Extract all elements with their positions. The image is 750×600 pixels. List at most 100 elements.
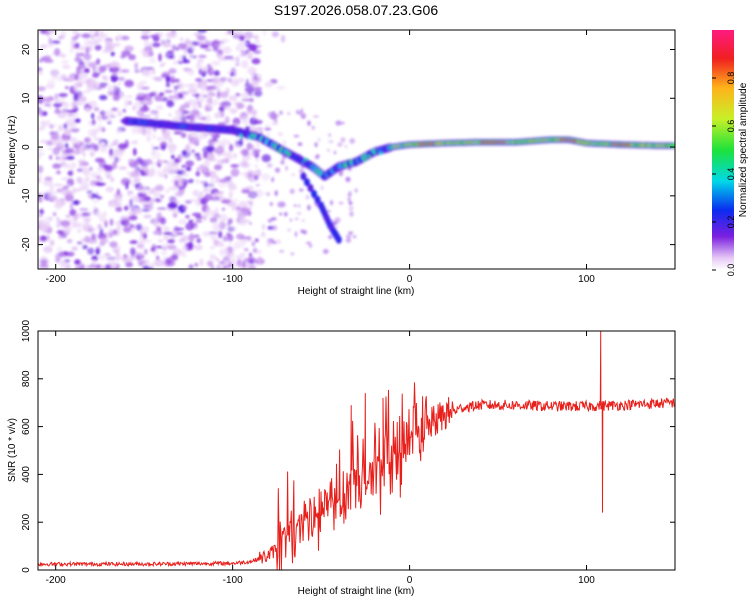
heatmap-cell xyxy=(141,260,147,264)
heatmap-cell xyxy=(38,86,46,92)
heatmap-cell xyxy=(155,245,163,249)
heatmap-cell xyxy=(233,198,238,203)
heatmap-cell xyxy=(91,199,100,203)
heatmap-cell xyxy=(94,264,102,269)
heatmap-cell xyxy=(43,245,53,254)
heatmap-cell xyxy=(293,204,297,207)
heatmap-cell xyxy=(52,163,62,169)
heatmap-cell xyxy=(48,123,58,127)
heatmap-cell xyxy=(241,116,248,125)
heatmap-cell xyxy=(60,138,69,142)
heatmap-cell xyxy=(51,211,57,216)
heatmap-cell xyxy=(109,218,114,226)
heatmap-cell xyxy=(162,135,172,141)
heatmap-cell xyxy=(135,175,141,184)
heatmap-cell xyxy=(75,99,86,106)
heatmap-cell xyxy=(113,93,121,101)
heatmap-cell xyxy=(112,154,118,158)
heatmap-cell xyxy=(131,195,137,201)
heatmap-cell xyxy=(39,235,48,242)
heatmap-cell xyxy=(206,103,213,110)
heatmap-cell xyxy=(110,61,120,69)
heatmap-cell xyxy=(232,72,237,77)
heatmap-cell xyxy=(183,84,193,87)
heatmap-cell xyxy=(49,155,53,160)
heatmap-cell xyxy=(64,194,74,202)
heatmap-cell xyxy=(181,150,191,158)
heatmap-cell xyxy=(172,210,181,214)
heatmap-cell xyxy=(260,130,263,134)
heatmap-cell xyxy=(152,68,156,75)
heatmap-cell xyxy=(190,132,199,138)
heatmap-cell xyxy=(163,226,170,234)
heatmap-cell xyxy=(114,220,121,226)
heatmap-cell xyxy=(73,143,78,149)
heatmap-cell xyxy=(348,231,354,235)
heatmap-cell xyxy=(104,253,111,256)
heatmap-cell xyxy=(153,230,162,235)
heatmap-cell xyxy=(279,110,283,115)
heatmap-cell xyxy=(141,86,150,90)
y-tick-label: 200 xyxy=(21,513,32,530)
heatmap-cell xyxy=(199,131,208,139)
heatmap-cell xyxy=(38,218,45,226)
heatmap-cell xyxy=(277,132,283,137)
heatmap-cell xyxy=(132,148,137,156)
heatmap-cell xyxy=(191,212,202,217)
heatmap-cell xyxy=(203,171,211,178)
heatmap-cell xyxy=(179,104,189,108)
heatmap-cell xyxy=(199,191,203,195)
heatmap-cell xyxy=(273,241,277,244)
heatmap-cell xyxy=(340,137,346,143)
heatmap-cell xyxy=(208,184,212,192)
heatmap-cell xyxy=(110,142,118,146)
y-tick-label: 0 xyxy=(21,144,32,150)
heatmap-cell xyxy=(185,214,190,219)
heatmap-cell xyxy=(159,194,165,199)
heatmap-cell xyxy=(277,201,286,208)
spectrogram-x-label: Height of straight line (km) xyxy=(298,286,415,297)
heatmap-cell xyxy=(128,158,135,163)
heatmap-cell xyxy=(221,207,226,211)
heatmap-cell xyxy=(185,166,192,172)
heatmap-cell xyxy=(223,55,234,60)
heatmap-cell xyxy=(257,74,262,79)
heatmap-cell xyxy=(62,64,71,69)
heatmap-cell xyxy=(311,125,315,130)
heatmap-cell xyxy=(270,217,277,221)
heatmap-cell xyxy=(229,143,234,152)
heatmap-cell xyxy=(124,79,134,88)
heatmap-cell xyxy=(185,160,194,167)
heatmap-cell xyxy=(205,154,215,161)
heatmap-cell xyxy=(237,77,245,83)
heatmap-cell xyxy=(120,54,126,59)
heatmap-cell xyxy=(216,159,224,163)
heatmap-cell xyxy=(149,57,156,64)
heatmap-cell xyxy=(199,258,204,267)
heatmap-cell xyxy=(253,117,261,120)
heatmap-cell xyxy=(228,190,233,199)
heatmap-cell xyxy=(198,54,207,59)
heatmap-cell xyxy=(216,264,221,269)
heatmap-cell xyxy=(333,150,337,155)
heatmap-cell xyxy=(345,234,352,238)
colorbar-ticks: 0.0 0.2 0.4 0.6 0.8 xyxy=(712,72,736,276)
heatmap-cell xyxy=(153,219,159,228)
heatmap-cell xyxy=(158,53,162,62)
heatmap-cell xyxy=(280,160,285,165)
heatmap-cell xyxy=(142,49,152,58)
heatmap-cell xyxy=(140,34,150,40)
heatmap-cell xyxy=(242,261,246,269)
heatmap-cell xyxy=(311,189,317,198)
heatmap-cell xyxy=(87,77,93,86)
heatmap-cell xyxy=(220,103,226,110)
heatmap-cell xyxy=(247,190,258,199)
heatmap-cell xyxy=(38,147,44,152)
heatmap-cell xyxy=(76,168,85,173)
heatmap-cell xyxy=(183,59,190,64)
heatmap-cell xyxy=(252,247,258,253)
heatmap-cell xyxy=(218,221,226,230)
heatmap-cell xyxy=(52,147,60,156)
heatmap-cell xyxy=(57,236,63,240)
heatmap-cell xyxy=(234,142,240,149)
